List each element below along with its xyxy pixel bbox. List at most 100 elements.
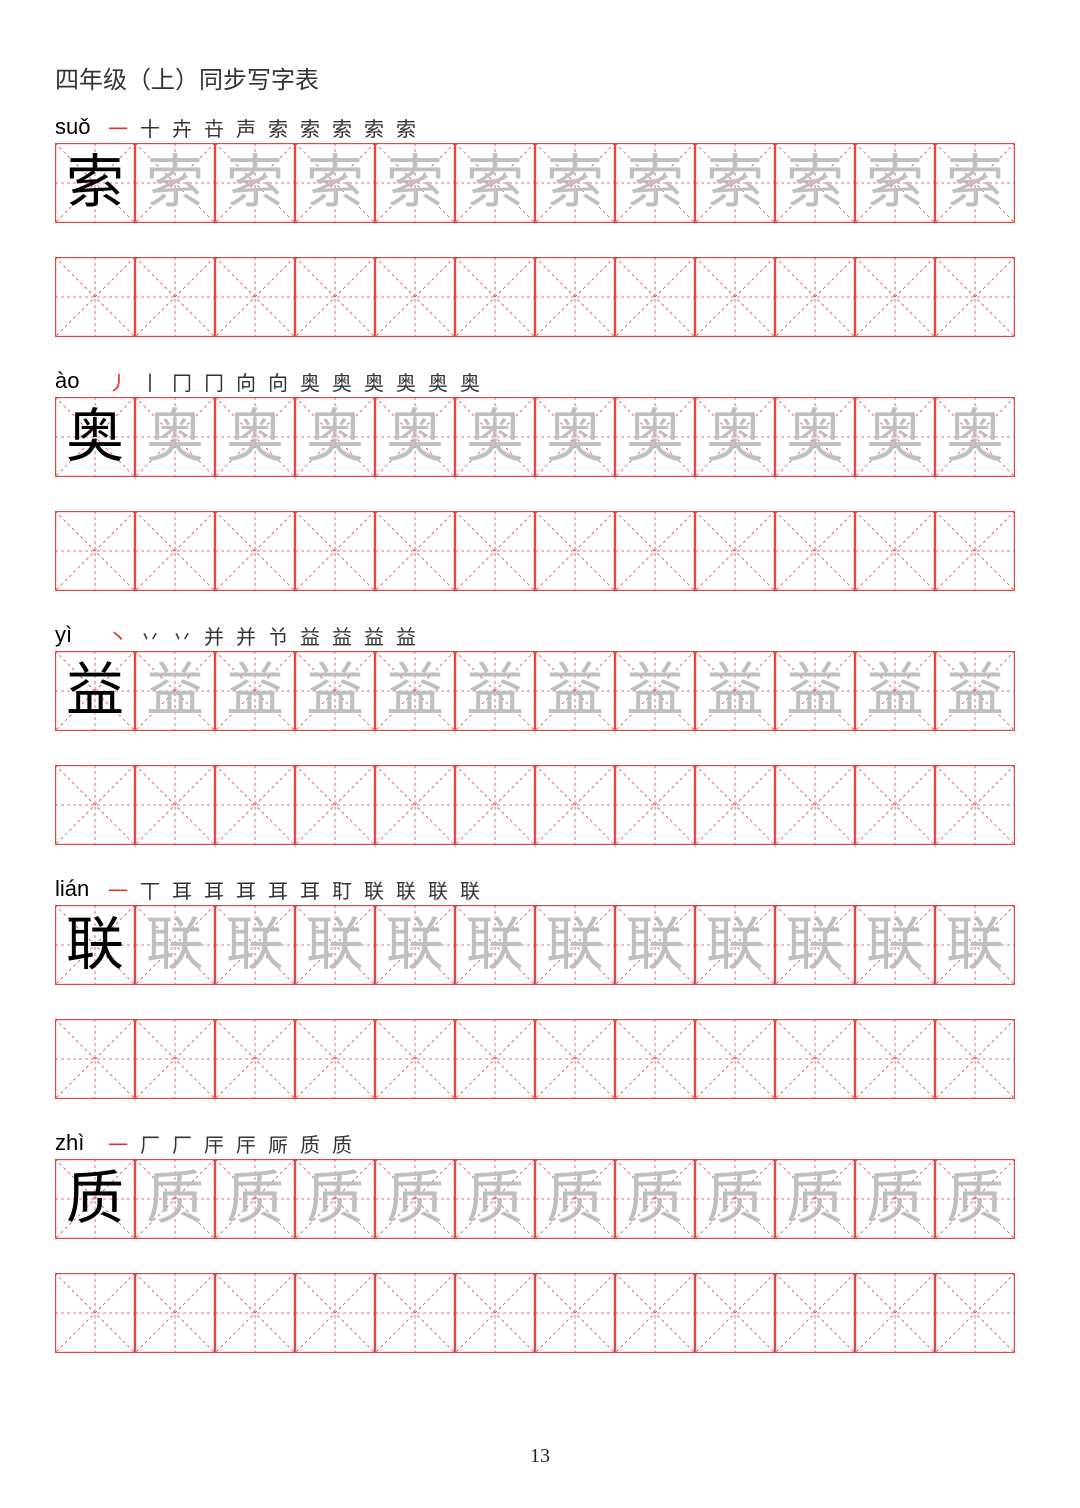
cell-char: 联 <box>226 916 284 974</box>
blank-cell <box>375 1019 455 1099</box>
stroke-step: 索 <box>265 113 291 142</box>
blank-cell <box>855 511 935 591</box>
cell-char: 索 <box>306 154 364 212</box>
stroke-step: 厛 <box>265 1129 291 1158</box>
blank-cell <box>775 511 855 591</box>
cell-char: 益 <box>866 662 924 720</box>
cell-char: 奥 <box>66 408 124 466</box>
trace-char-cell: 联 <box>295 905 375 985</box>
trace-row: 奥 奥 奥 奥 奥 奥 奥 <box>55 397 1025 477</box>
stroke-step: 耳 <box>265 875 291 904</box>
char-block: zhì一厂厂厈厈厛质质 质 质 质 质 质 质 <box>55 1129 1025 1353</box>
char-block: lián一丅耳耳耳耳耳耵联联联联 联 联 联 联 联 联 <box>55 875 1025 1099</box>
trace-char-cell: 益 <box>775 651 855 731</box>
stroke-step: 兯 <box>265 621 291 650</box>
blank-cell <box>455 1019 535 1099</box>
model-char-cell: 联 <box>55 905 135 985</box>
pinyin-stroke-row: ào丿丨冂冂向向奥奥奥奥奥奥 <box>55 367 1025 395</box>
stroke-step: 质 <box>297 1129 323 1158</box>
stroke-step: 耵 <box>329 875 355 904</box>
cell-char: 索 <box>466 154 524 212</box>
stroke-step: 奥 <box>425 367 451 396</box>
cell-char: 质 <box>66 1170 124 1228</box>
stroke-step: 联 <box>425 875 451 904</box>
cell-char: 奥 <box>786 408 844 466</box>
blank-cell <box>55 257 135 337</box>
blank-cell <box>135 1273 215 1353</box>
trace-char-cell: 益 <box>135 651 215 731</box>
blank-cell <box>135 1019 215 1099</box>
blank-row <box>55 511 1025 591</box>
pinyin-stroke-row: suǒ一十卉卋声索索索索索 <box>55 113 1025 141</box>
blank-cell <box>135 765 215 845</box>
model-char-cell: 索 <box>55 143 135 223</box>
blank-cell <box>935 1019 1015 1099</box>
cell-char: 益 <box>546 662 604 720</box>
trace-char-cell: 联 <box>855 905 935 985</box>
blank-cell <box>615 257 695 337</box>
trace-char-cell: 奥 <box>855 397 935 477</box>
trace-char-cell: 联 <box>375 905 455 985</box>
blank-cell <box>535 1273 615 1353</box>
stroke-step: 丅 <box>137 875 163 904</box>
stroke-step: 质 <box>329 1129 355 1158</box>
blank-cell <box>535 1019 615 1099</box>
trace-char-cell: 质 <box>135 1159 215 1239</box>
trace-char-cell: 质 <box>695 1159 775 1239</box>
trace-char-cell: 益 <box>695 651 775 731</box>
trace-char-cell: 联 <box>135 905 215 985</box>
cell-char: 奥 <box>226 408 284 466</box>
stroke-steps: 一厂厂厈厈厛质质 <box>105 1129 355 1158</box>
trace-char-cell: 益 <box>615 651 695 731</box>
blank-cell <box>695 511 775 591</box>
page-header: 四年级（上）同步写字表 <box>55 60 1025 95</box>
trace-char-cell: 奥 <box>535 397 615 477</box>
trace-char-cell: 联 <box>615 905 695 985</box>
pinyin-stroke-row: yì丶丷丷并并兯益益益益 <box>55 621 1025 649</box>
trace-char-cell: 奥 <box>295 397 375 477</box>
stroke-step: 一 <box>105 1129 131 1158</box>
blank-cell <box>375 765 455 845</box>
cell-char: 质 <box>546 1170 604 1228</box>
stroke-step: 厂 <box>169 1129 195 1158</box>
trace-char-cell: 索 <box>295 143 375 223</box>
cell-char: 联 <box>146 916 204 974</box>
cell-char: 联 <box>386 916 444 974</box>
trace-char-cell: 索 <box>615 143 695 223</box>
cell-char: 益 <box>146 662 204 720</box>
pinyin-stroke-row: lián一丅耳耳耳耳耳耵联联联联 <box>55 875 1025 903</box>
blank-row <box>55 765 1025 845</box>
cell-char: 索 <box>546 154 604 212</box>
blank-cell <box>215 511 295 591</box>
cell-char: 益 <box>386 662 444 720</box>
cell-char: 联 <box>66 916 124 974</box>
pinyin-label: yì <box>55 622 101 648</box>
cell-char: 质 <box>386 1170 444 1228</box>
pinyin-label: ào <box>55 368 101 394</box>
blank-cell <box>295 1019 375 1099</box>
stroke-steps: 一十卉卋声索索索索索 <box>105 113 419 142</box>
stroke-step: 耳 <box>169 875 195 904</box>
cell-char: 质 <box>306 1170 364 1228</box>
cell-char: 益 <box>626 662 684 720</box>
stroke-step: 厈 <box>233 1129 259 1158</box>
cell-char: 质 <box>786 1170 844 1228</box>
stroke-steps: 丿丨冂冂向向奥奥奥奥奥奥 <box>105 367 483 396</box>
blank-cell <box>295 1273 375 1353</box>
trace-char-cell: 索 <box>535 143 615 223</box>
stroke-step: 耳 <box>233 875 259 904</box>
blank-cell <box>615 511 695 591</box>
pinyin-stroke-row: zhì一厂厂厈厈厛质质 <box>55 1129 1025 1157</box>
trace-char-cell: 索 <box>855 143 935 223</box>
trace-char-cell: 索 <box>135 143 215 223</box>
stroke-step: 厂 <box>137 1129 163 1158</box>
blank-cell <box>935 765 1015 845</box>
cell-char: 联 <box>706 916 764 974</box>
stroke-step: 索 <box>393 113 419 142</box>
cell-char: 联 <box>866 916 924 974</box>
cell-char: 益 <box>226 662 284 720</box>
blank-cell <box>855 1019 935 1099</box>
cell-char: 索 <box>706 154 764 212</box>
cell-char: 奥 <box>546 408 604 466</box>
cell-char: 奥 <box>466 408 524 466</box>
